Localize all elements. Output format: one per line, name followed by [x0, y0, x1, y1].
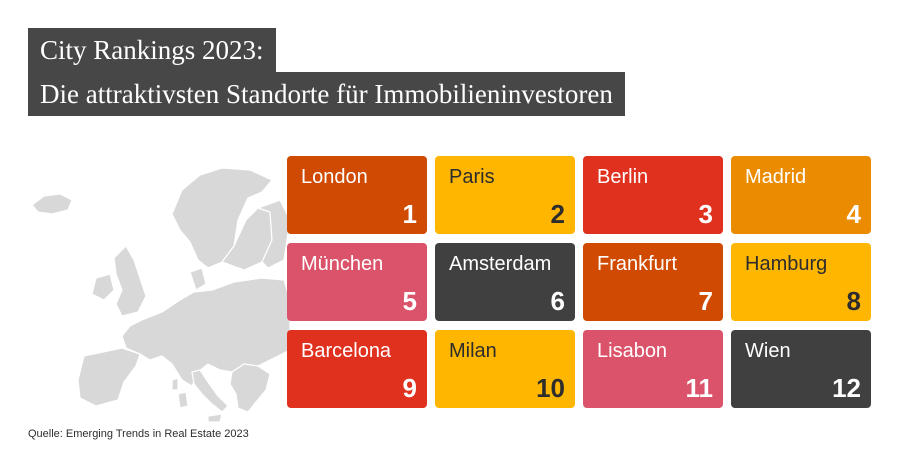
rank-number: 8	[846, 286, 861, 316]
rank-number: 3	[698, 199, 713, 229]
ranking-tile: Paris 2	[435, 156, 575, 234]
city-name: Hamburg	[745, 253, 828, 275]
city-name: Lisabon	[597, 340, 668, 362]
rank-number: 4	[846, 199, 861, 229]
ranking-tile: Madrid 4	[731, 156, 871, 234]
ranking-tile: Hamburg 8	[731, 243, 871, 321]
ranking-tile: Wien 12	[731, 330, 871, 408]
rankings-grid: London 1 Paris 2 Berlin 3 Madrid 4 München 5 Amste…	[287, 156, 873, 410]
ranking-tile: Barcelona 9	[287, 330, 427, 408]
rank-number: 2	[550, 199, 565, 229]
rank-number: 5	[402, 286, 417, 316]
title-line-1: City Rankings 2023:	[28, 28, 276, 72]
city-name: London	[301, 166, 368, 188]
city-name: Wien	[745, 340, 791, 362]
ranking-tile: Milan 10	[435, 330, 575, 408]
ranking-tile: Amsterdam 6	[435, 243, 575, 321]
europe-map-icon	[31, 167, 291, 423]
title-line-2: Die attraktivsten Standorte für Immobili…	[28, 72, 625, 116]
city-name: Barcelona	[301, 340, 392, 362]
ranking-tile: London 1	[287, 156, 427, 234]
ranking-tile: München 5	[287, 243, 427, 321]
ranking-tile: Lisabon 11	[583, 330, 723, 408]
rank-number: 11	[685, 373, 714, 403]
rank-number: 7	[698, 286, 713, 316]
rank-number: 6	[550, 286, 565, 316]
ranking-tile: Frankfurt 7	[583, 243, 723, 321]
city-name: Amsterdam	[449, 253, 552, 275]
city-name: Berlin	[597, 166, 649, 188]
city-name: Frankfurt	[597, 253, 678, 275]
source-note: Quelle: Emerging Trends in Real Estate 2…	[28, 428, 249, 440]
rank-number: 12	[832, 373, 861, 403]
city-name: Milan	[449, 340, 497, 362]
city-name: Madrid	[745, 166, 807, 188]
rank-number: 1	[402, 199, 417, 229]
ranking-tile: Berlin 3	[583, 156, 723, 234]
city-name: München	[301, 253, 384, 275]
city-name: Paris	[449, 166, 495, 188]
rank-number: 10	[536, 373, 565, 403]
rank-number: 9	[402, 373, 417, 403]
